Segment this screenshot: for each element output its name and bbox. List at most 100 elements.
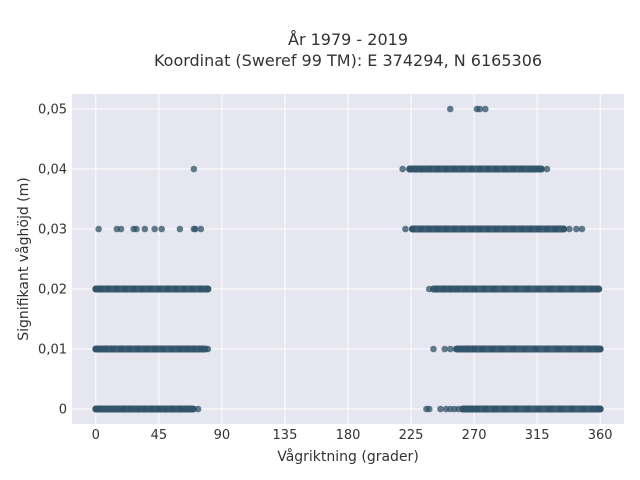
data-point (538, 165, 545, 173)
data-point (172, 285, 179, 293)
data-point (462, 285, 469, 293)
data-point (573, 225, 580, 233)
data-point (159, 345, 167, 353)
data-point (510, 225, 517, 233)
data-point (127, 405, 135, 413)
data-point (476, 225, 483, 233)
data-point (142, 345, 150, 353)
data-point (532, 345, 540, 353)
data-point (117, 225, 125, 233)
data-point (451, 225, 458, 233)
data-point (512, 285, 520, 293)
data-point (560, 225, 568, 233)
data-point (501, 225, 509, 233)
data-point (501, 405, 509, 413)
data-point (148, 405, 156, 413)
data-point (535, 285, 542, 293)
data-point (141, 225, 149, 233)
data-point (588, 405, 596, 413)
data-point (103, 405, 111, 413)
data-point (588, 285, 596, 293)
data-point (158, 225, 165, 233)
y-tick-label: 0,05 (38, 103, 67, 118)
data-point (133, 225, 140, 233)
data-point (114, 405, 122, 413)
data-point (479, 345, 486, 353)
scatter-points (92, 105, 604, 413)
data-point (169, 405, 177, 413)
data-point (596, 345, 604, 353)
data-point (442, 165, 450, 173)
data-point (204, 285, 212, 293)
data-point (168, 345, 175, 353)
data-point (434, 165, 441, 173)
data-point (518, 165, 526, 173)
x-axis-title: Vågriktning (grader) (277, 448, 419, 465)
data-point (470, 345, 478, 353)
y-tick-label: 0 (59, 403, 67, 418)
data-point (446, 105, 454, 113)
x-tick-label: 270 (462, 428, 487, 443)
data-point (510, 165, 517, 173)
data-point (532, 165, 540, 173)
data-point (463, 345, 471, 353)
x-tick-label: 45 (151, 428, 168, 443)
data-point (467, 225, 475, 233)
data-point (417, 225, 425, 233)
data-point (524, 405, 531, 413)
data-point (577, 345, 584, 353)
data-point (484, 165, 492, 173)
data-point (458, 345, 465, 353)
data-point (580, 285, 587, 293)
data-point (180, 285, 188, 293)
data-point (459, 225, 467, 233)
data-point (484, 225, 492, 233)
data-point (197, 225, 205, 233)
x-tick-label: 0 (92, 428, 100, 443)
data-point (554, 345, 562, 353)
data-point (120, 405, 128, 413)
data-point (552, 225, 559, 233)
data-point (434, 225, 441, 233)
data-point (568, 405, 576, 413)
data-point (141, 405, 149, 413)
data-point (493, 165, 500, 173)
y-tick-label: 0,03 (38, 223, 67, 238)
data-point (526, 165, 534, 173)
data-point (147, 285, 154, 293)
data-point (176, 345, 184, 353)
data-point (510, 345, 517, 353)
data-point (446, 285, 454, 293)
data-point (138, 285, 146, 293)
data-point (473, 405, 481, 413)
y-tick-label: 0,04 (38, 163, 67, 178)
data-point (481, 105, 489, 113)
data-point (470, 285, 478, 293)
data-point (546, 405, 554, 413)
data-point (498, 345, 506, 353)
data-point (176, 405, 184, 413)
data-point (501, 165, 509, 173)
data-point (425, 225, 433, 233)
x-tick-label: 90 (214, 428, 231, 443)
x-tick-label: 135 (273, 428, 298, 443)
x-tick-label: 360 (588, 428, 613, 443)
data-point (102, 345, 109, 353)
data-point (459, 165, 467, 173)
data-point (183, 345, 191, 353)
data-point (425, 405, 433, 413)
data-point (526, 225, 534, 233)
data-point (580, 405, 587, 413)
data-point (594, 285, 601, 293)
data-point (493, 225, 500, 233)
data-point (543, 165, 551, 173)
data-point (480, 285, 488, 293)
data-point (557, 405, 565, 413)
data-point (439, 285, 447, 293)
data-point (467, 165, 475, 173)
data-point (117, 345, 125, 353)
data-point (481, 405, 489, 413)
data-point (130, 285, 137, 293)
data-point (406, 165, 413, 173)
